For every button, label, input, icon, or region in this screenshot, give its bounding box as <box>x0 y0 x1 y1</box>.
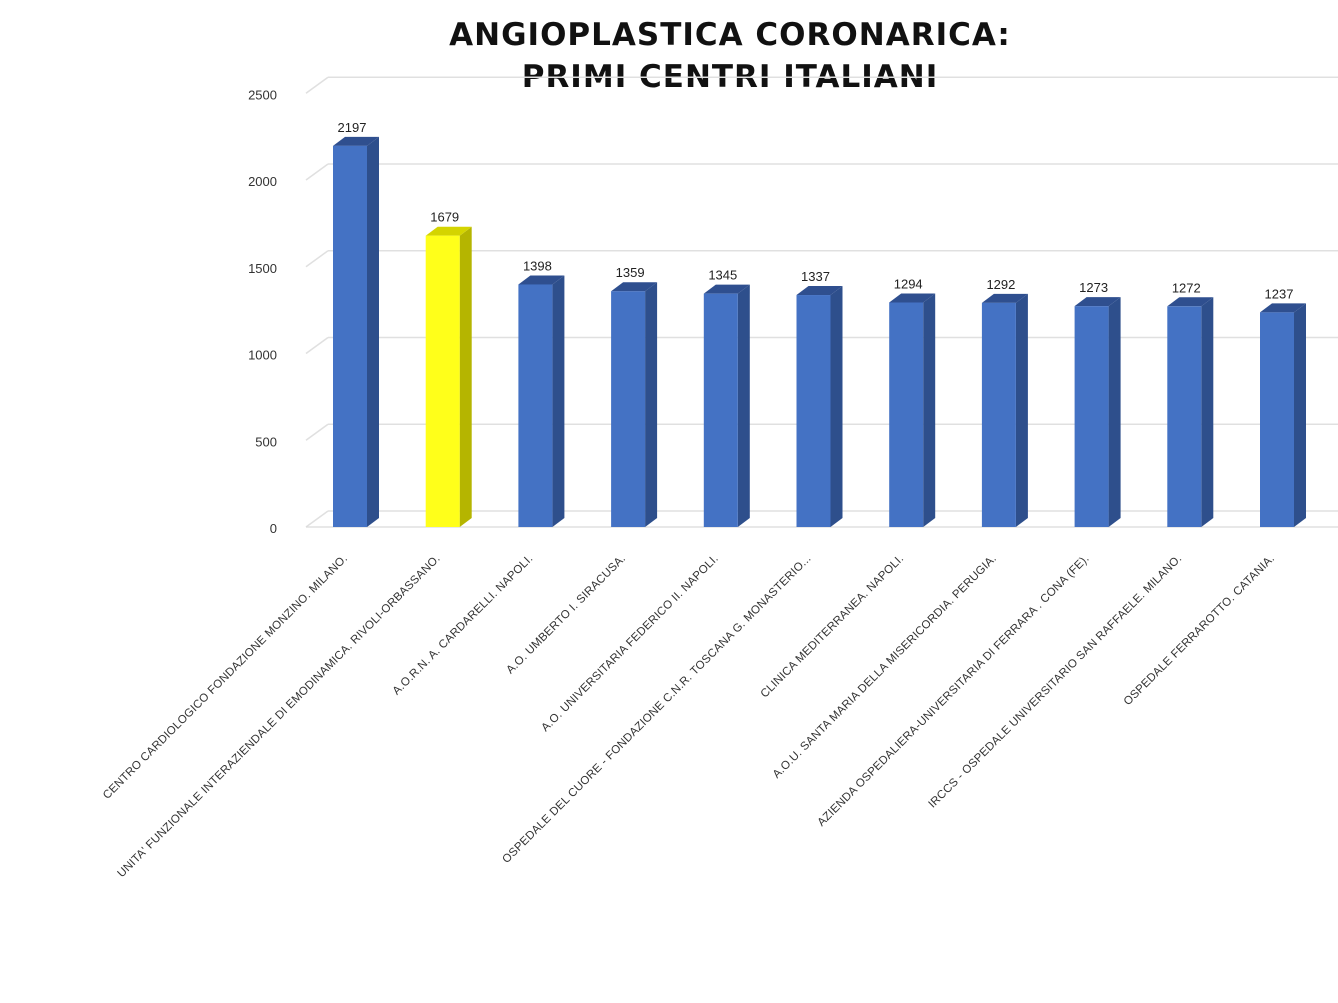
bar <box>981 302 1016 527</box>
bar-top <box>1074 297 1121 307</box>
bar-top <box>1167 297 1214 307</box>
category-label: OSPEDALE FERRAROTTO. CATANIA. <box>1122 553 1277 708</box>
bar-top <box>981 293 1028 303</box>
bar-top <box>333 136 379 146</box>
bar-side <box>923 293 936 527</box>
bar <box>1260 312 1294 527</box>
data-label: 1272 <box>1172 280 1201 295</box>
gridline-diag <box>305 163 329 181</box>
bar-side <box>1015 293 1028 527</box>
bar-side <box>830 286 843 527</box>
bar-side <box>367 136 379 527</box>
data-label: 2197 <box>338 120 367 135</box>
bar <box>1074 306 1109 527</box>
gridline-diag <box>305 336 329 355</box>
bar-top <box>1260 303 1306 313</box>
y-tick-label: 1500 <box>248 261 277 276</box>
bar <box>333 145 367 527</box>
gridline-diag <box>305 250 329 268</box>
bar <box>703 293 738 527</box>
y-tick-label: 2500 <box>248 87 277 102</box>
bar-side <box>459 226 472 528</box>
gridline-diag <box>305 76 329 94</box>
data-label: 1294 <box>894 276 923 291</box>
data-label: 1337 <box>801 269 830 284</box>
y-tick-label: 0 <box>270 521 277 536</box>
data-label: 1292 <box>986 277 1015 292</box>
chart-title-line-1: ANGIOPLASTICA CORONARICA: <box>449 17 1011 53</box>
category-label: A.O.U. SANTA MARIA DELLA MISERICORDIA. P… <box>771 553 999 781</box>
category-label: CLINICA MEDITERRANEA. NAPOLI. <box>759 553 907 701</box>
bar-side <box>737 284 750 527</box>
bar <box>796 295 831 527</box>
bar <box>1167 306 1202 527</box>
bar-side <box>1294 303 1306 527</box>
bar <box>518 284 553 527</box>
data-label: 1345 <box>708 268 737 283</box>
category-label: A.O. UNIVERSITARIA FEDERICO II. NAPOLI. <box>539 553 720 734</box>
bar-top <box>425 226 472 236</box>
bar-top <box>703 284 750 294</box>
y-tick-label: 1000 <box>248 348 277 363</box>
gridline-diag <box>305 423 329 441</box>
gridline-diag <box>305 510 329 528</box>
bar <box>889 302 924 527</box>
y-tick-label: 500 <box>255 434 277 449</box>
data-label: 1237 <box>1265 286 1294 301</box>
bar-top <box>611 282 658 292</box>
data-label: 1359 <box>616 265 645 280</box>
bar-side <box>1108 297 1121 527</box>
bar <box>425 235 460 528</box>
bar-side <box>645 282 658 527</box>
data-label: 1273 <box>1079 280 1108 295</box>
category-label: UNITA' FUNZIONALE INTERAZIENDALE DI EMOD… <box>115 553 442 880</box>
data-label: 1679 <box>430 210 459 225</box>
bar <box>611 291 646 527</box>
bar-top <box>796 286 843 296</box>
category-label: OSPEDALE DEL CUORE - FONDAZIONE C.N.R. T… <box>500 553 813 866</box>
bar-side <box>1201 297 1214 527</box>
bar-side <box>552 275 565 527</box>
chart-title: ANGIOPLASTICA CORONARICA: PRIMI CENTRI I… <box>380 14 1080 98</box>
data-label: 1398 <box>523 258 552 273</box>
bar-top <box>518 275 565 285</box>
bar-top <box>889 293 936 303</box>
y-tick-label: 2000 <box>248 174 277 189</box>
